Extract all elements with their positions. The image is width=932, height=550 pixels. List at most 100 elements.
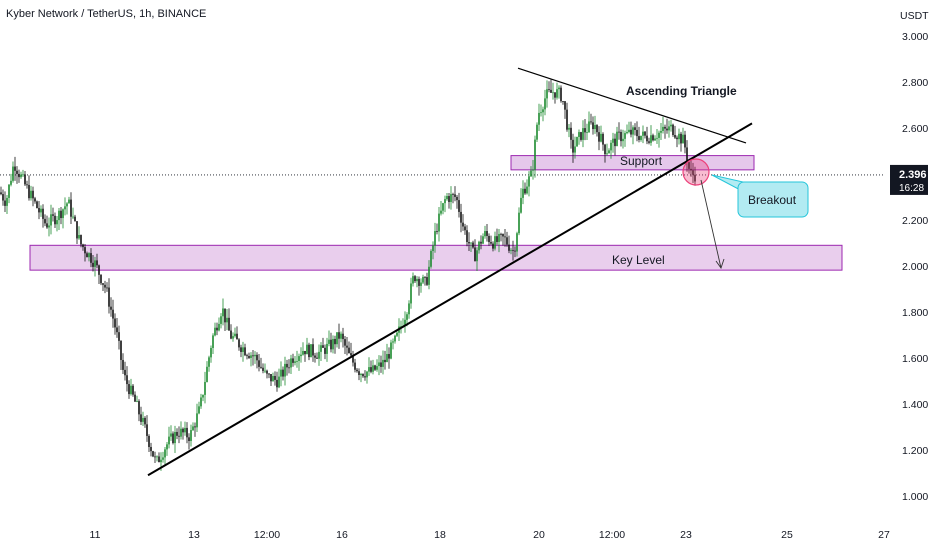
candle-body	[56, 220, 58, 225]
candle	[214, 322, 216, 337]
candle-body	[4, 200, 6, 206]
breakout-label: Breakout	[748, 193, 797, 207]
candle	[60, 207, 62, 225]
candle-body	[270, 374, 272, 382]
candle	[664, 124, 666, 139]
candle	[94, 256, 96, 277]
candle	[72, 207, 74, 220]
candle	[338, 323, 340, 349]
candle	[22, 169, 24, 178]
candle-body	[286, 363, 288, 368]
candle-body	[144, 417, 146, 425]
candle-body	[2, 194, 4, 201]
candle	[294, 355, 296, 366]
candle-body	[478, 241, 480, 251]
candle-body	[520, 197, 522, 213]
candle	[456, 195, 458, 209]
candle	[596, 124, 598, 137]
candle-body	[602, 133, 604, 145]
candle-body	[110, 306, 112, 310]
candle-body	[650, 135, 652, 143]
candle	[212, 333, 214, 355]
candle-body	[314, 355, 316, 358]
candle-body	[170, 433, 172, 437]
candle	[498, 229, 500, 253]
x-tick-label: 20	[533, 529, 545, 541]
candle	[674, 125, 676, 139]
candle	[126, 366, 128, 392]
candle-body	[288, 367, 290, 369]
candle-body	[68, 199, 70, 204]
candle	[216, 322, 218, 336]
candle-body	[70, 199, 72, 217]
candle-body	[252, 355, 254, 357]
candle	[550, 79, 552, 93]
candle	[106, 282, 108, 292]
ascending-trendline[interactable]	[147, 122, 753, 477]
candle-body	[378, 362, 380, 367]
candle-body	[538, 112, 540, 125]
candle	[476, 247, 478, 272]
x-tick-label: 13	[188, 529, 200, 541]
candle	[208, 355, 210, 372]
breakout-callout[interactable]	[737, 181, 809, 218]
candle-body	[598, 132, 600, 142]
candle	[164, 446, 166, 466]
candle-body	[274, 375, 276, 380]
interval-label[interactable]: 1h	[139, 8, 152, 20]
candle-body	[680, 133, 682, 144]
candle-body	[78, 234, 80, 239]
candle	[390, 339, 392, 360]
candle	[130, 378, 132, 396]
candle	[8, 183, 10, 204]
candle-body	[626, 132, 628, 134]
y-tick-label: 1.800	[902, 307, 928, 319]
candle-body	[82, 244, 84, 248]
candle	[534, 135, 536, 178]
candle-body	[420, 282, 422, 286]
candle-body	[330, 339, 332, 350]
candle-body	[88, 253, 90, 258]
candle	[152, 450, 154, 458]
candle	[342, 327, 344, 348]
candle-body	[652, 135, 654, 141]
symbol-name[interactable]: Kyber Network / TetherUS	[6, 8, 133, 20]
candle	[396, 331, 398, 337]
candle	[230, 324, 232, 340]
candle-body	[228, 317, 230, 331]
candle-body	[392, 341, 394, 343]
candle-body	[238, 339, 240, 348]
candle-body	[380, 362, 382, 367]
candle	[594, 115, 596, 134]
candle-body	[578, 132, 580, 137]
candle	[54, 212, 56, 228]
projection-arrow-head	[715, 258, 725, 269]
candle	[314, 352, 316, 363]
candle-body	[494, 236, 496, 249]
descending-trendline[interactable]	[517, 67, 747, 144]
x-tick-label: 12:00	[599, 529, 625, 541]
candle-body	[248, 356, 250, 358]
candle	[650, 125, 652, 146]
candle-body	[240, 347, 242, 352]
candle-body	[634, 127, 636, 130]
candle-body	[574, 146, 576, 153]
candle-body	[460, 211, 462, 223]
candle-body	[454, 194, 456, 197]
candle-body	[608, 150, 610, 154]
candle-body	[596, 125, 598, 133]
candle-body	[480, 241, 482, 244]
candle-body	[58, 210, 60, 221]
key-level-zone[interactable]	[29, 244, 843, 271]
candle	[576, 136, 578, 147]
candle	[636, 121, 638, 142]
breakout-circle[interactable]	[682, 158, 710, 186]
candle	[334, 335, 336, 354]
candle	[202, 394, 204, 402]
candle-body	[128, 384, 130, 395]
candle	[622, 129, 624, 149]
candle	[268, 372, 270, 379]
candle-body	[116, 327, 118, 333]
candle-body	[432, 245, 434, 251]
